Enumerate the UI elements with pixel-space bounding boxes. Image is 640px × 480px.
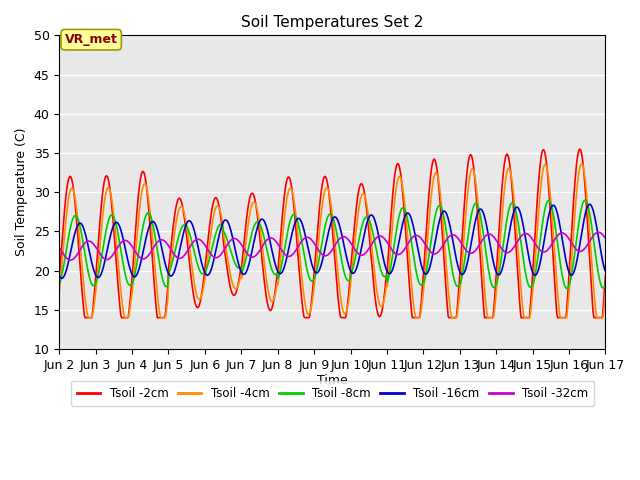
Title: Soil Temperatures Set 2: Soil Temperatures Set 2: [241, 15, 424, 30]
Y-axis label: Soil Temperature (C): Soil Temperature (C): [15, 128, 28, 256]
X-axis label: Time: Time: [317, 374, 348, 387]
Text: VR_met: VR_met: [65, 33, 118, 46]
Legend: Tsoil -2cm, Tsoil -4cm, Tsoil -8cm, Tsoil -16cm, Tsoil -32cm: Tsoil -2cm, Tsoil -4cm, Tsoil -8cm, Tsoi…: [70, 381, 594, 406]
